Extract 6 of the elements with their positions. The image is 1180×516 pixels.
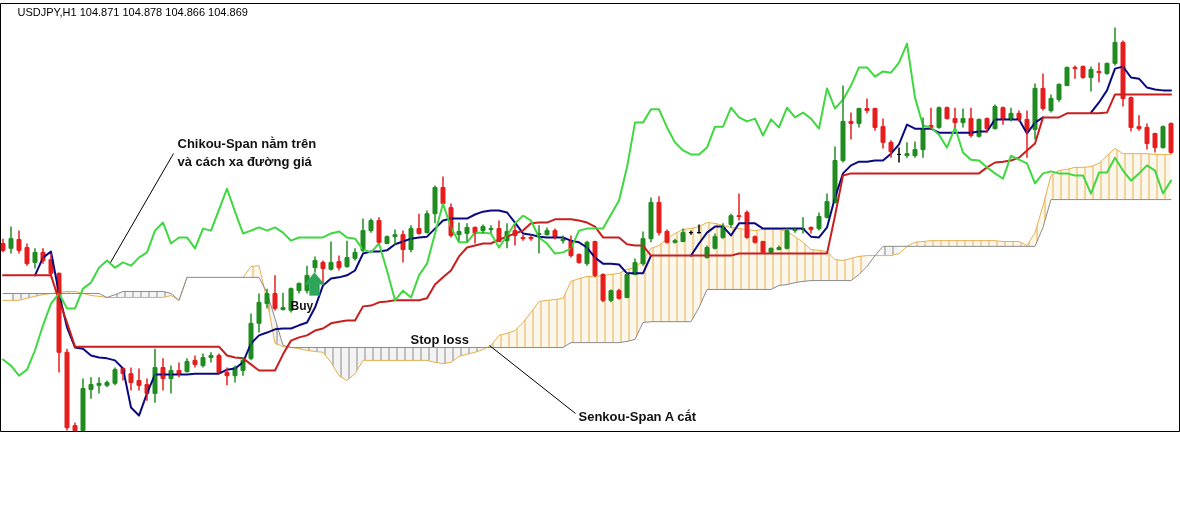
- annotation: Chikou-Span nằm trên và cách xa đường giá: [177, 135, 317, 170]
- annotation: Senkou-Span A cắt: [578, 408, 697, 424]
- chart-title: USDJPY,H1 104.871 104.878 104.866 104.869: [17, 5, 248, 18]
- candlestick: [488, 224, 494, 234]
- annotation: Stop loss: [410, 331, 470, 347]
- candlestick: [72, 421, 78, 432]
